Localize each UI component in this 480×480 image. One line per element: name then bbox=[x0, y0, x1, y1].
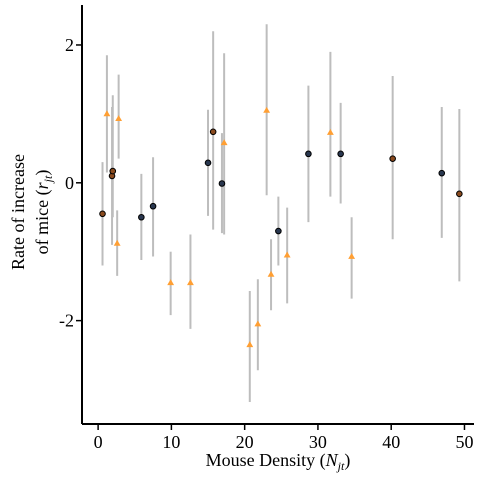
triangle-point bbox=[348, 252, 356, 259]
x-axis-title-sub: jt bbox=[336, 459, 345, 473]
circle-point bbox=[149, 202, 157, 210]
triangle-point bbox=[115, 115, 123, 122]
y-axis-title-sub: jt bbox=[41, 175, 55, 184]
circle-point bbox=[209, 128, 217, 136]
triangle-point bbox=[103, 110, 111, 117]
y-axis-title-line2-text: of mice ( bbox=[32, 189, 53, 254]
x-axis-title-text: Mouse Density ( bbox=[206, 450, 326, 471]
triangle-point bbox=[326, 128, 334, 135]
triangle-point bbox=[283, 251, 291, 258]
triangle-point bbox=[254, 320, 262, 327]
circle-point bbox=[138, 213, 145, 221]
circle-point bbox=[109, 167, 117, 175]
y-axis-title: Rate of increase of mice (rjt) bbox=[8, 154, 55, 270]
circle-point bbox=[389, 155, 396, 162]
triangle-point bbox=[187, 279, 194, 286]
data-markers bbox=[99, 106, 463, 348]
y-tick-label: -2 bbox=[59, 311, 74, 331]
x-tick-label: 10 bbox=[162, 432, 180, 452]
x-axis-title-var: N bbox=[325, 450, 339, 470]
triangle-point bbox=[246, 341, 254, 348]
triangle-point bbox=[167, 279, 175, 286]
circle-point bbox=[204, 159, 212, 167]
plot-area bbox=[99, 24, 463, 402]
x-axis-title: Mouse Density (Njt) bbox=[206, 450, 351, 473]
x-tick-label: 50 bbox=[455, 432, 473, 452]
y-axis-title-close: ) bbox=[32, 170, 53, 176]
triangle-point bbox=[267, 270, 275, 277]
y-axis-ticks: -2 0 2 bbox=[59, 35, 82, 331]
error-bars bbox=[101, 24, 461, 402]
circle-point bbox=[305, 150, 312, 158]
circle-point bbox=[218, 180, 226, 187]
circle-point bbox=[337, 150, 344, 158]
triangle-point bbox=[263, 106, 271, 113]
circle-point bbox=[456, 190, 463, 198]
triangle-point bbox=[113, 239, 121, 246]
circle-point bbox=[438, 169, 446, 177]
x-tick-label: 40 bbox=[382, 432, 400, 452]
x-tick-label: 0 bbox=[94, 432, 103, 452]
circle-point bbox=[275, 227, 282, 235]
y-axis-title-line2: of mice (rjt) bbox=[32, 170, 55, 255]
x-tick-label: 30 bbox=[309, 432, 327, 452]
circle-point bbox=[99, 210, 106, 218]
x-tick-label: 20 bbox=[236, 432, 254, 452]
triangle-point bbox=[220, 139, 228, 146]
y-tick-label: 2 bbox=[65, 35, 74, 55]
y-axis-title-var: r bbox=[32, 181, 52, 189]
y-tick-label: 0 bbox=[65, 173, 74, 193]
x-axis-title-close: ) bbox=[344, 450, 350, 471]
x-axis-ticks: 0 10 20 30 40 50 bbox=[94, 424, 473, 452]
y-axis-title-line1: Rate of increase bbox=[8, 154, 28, 270]
